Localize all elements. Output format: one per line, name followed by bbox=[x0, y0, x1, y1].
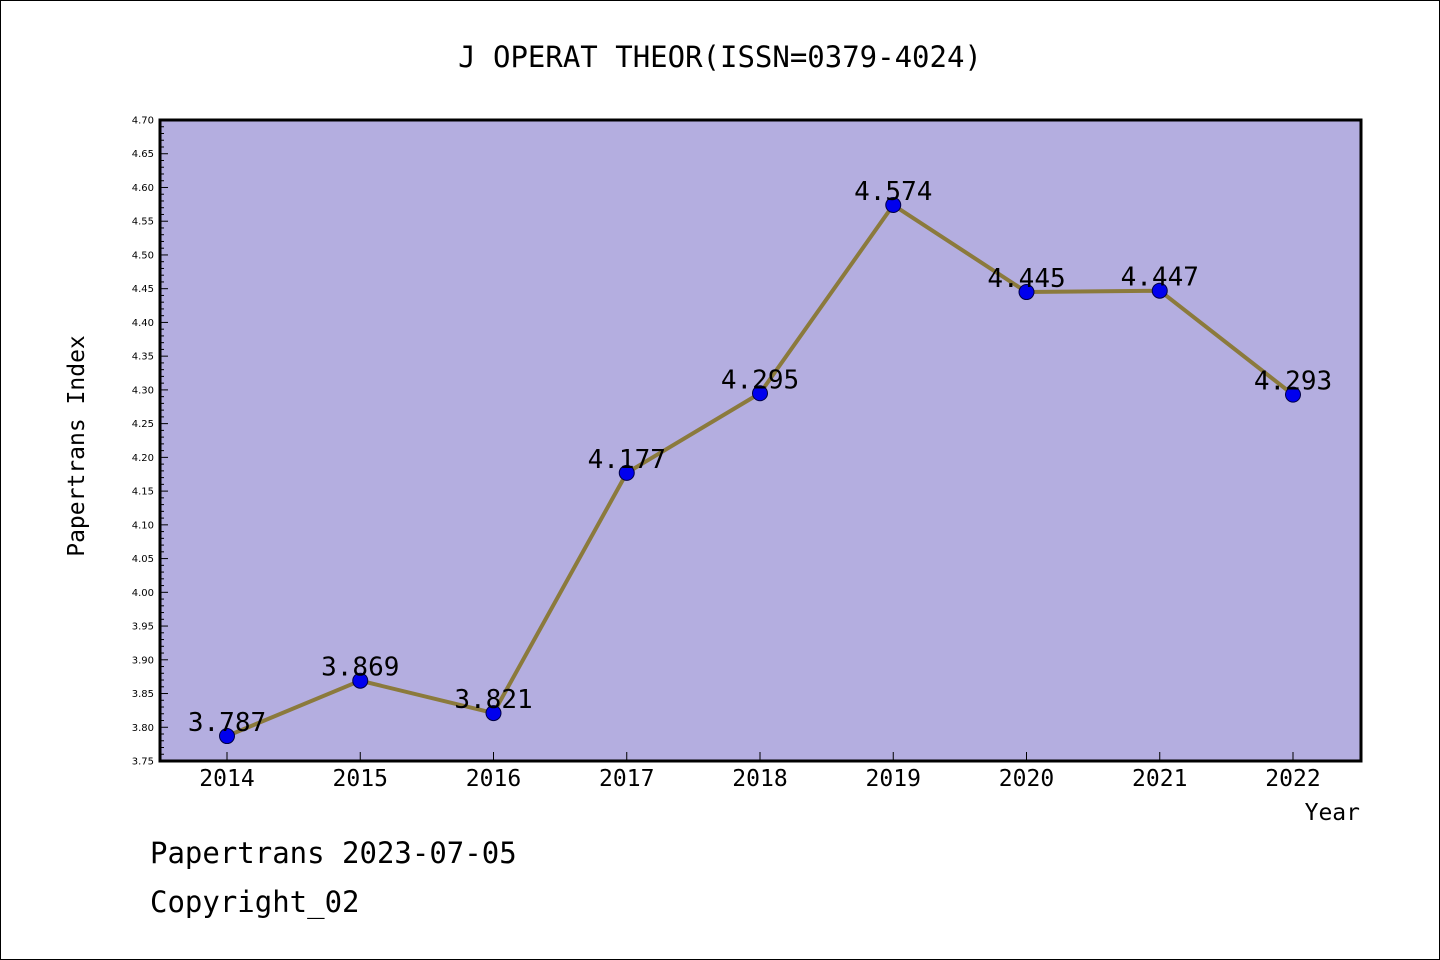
y-tick-label: 4.00 bbox=[132, 588, 154, 599]
data-label: 4.293 bbox=[1254, 367, 1332, 397]
x-axis-label: Year bbox=[1305, 800, 1360, 826]
y-tick-label: 3.85 bbox=[132, 689, 154, 700]
data-point bbox=[219, 728, 235, 745]
y-tick-label: 4.35 bbox=[132, 352, 154, 363]
data-point bbox=[352, 672, 369, 689]
data-point bbox=[1151, 282, 1168, 299]
x-tick-label: 2020 bbox=[999, 766, 1054, 792]
x-tick-label: 2017 bbox=[599, 766, 654, 792]
data-point bbox=[1285, 386, 1301, 403]
footer-date: Papertrans 2023-07-05 bbox=[150, 836, 517, 870]
data-label: 4.445 bbox=[987, 264, 1065, 294]
y-axis-label: Papertrans Index bbox=[64, 335, 90, 557]
series-line-group bbox=[219, 197, 1301, 745]
y-tick-label: 4.10 bbox=[132, 520, 154, 531]
footer-copyright: Copyright_02 bbox=[150, 885, 360, 919]
y-tick-label: 4.50 bbox=[132, 250, 154, 261]
x-tick-label: 2019 bbox=[866, 766, 921, 792]
x-tick-label: 2021 bbox=[1132, 766, 1187, 792]
data-label: 3.869 bbox=[321, 653, 399, 683]
data-label: 4.447 bbox=[1121, 263, 1199, 293]
y-tick-label: 4.45 bbox=[132, 284, 154, 295]
y-tick-label: 3.95 bbox=[132, 622, 154, 633]
chart-title: J OPERAT THEOR(ISSN=0379-4024) bbox=[458, 40, 982, 74]
y-tick-label: 4.20 bbox=[132, 453, 154, 464]
y-tick-label: 3.90 bbox=[132, 655, 154, 666]
y-tick-label: 3.80 bbox=[132, 723, 154, 734]
data-label: 4.177 bbox=[588, 445, 666, 475]
data-labels-group: 3.787 3.869 3.821 4.177 4.295 4.574 4.445 4.447… bbox=[188, 177, 1332, 738]
x-axis: 2014 2015 2016 2017 2018 2019 2020 2021 2022 bbox=[199, 752, 1321, 792]
data-label: 4.295 bbox=[721, 365, 799, 395]
data-point bbox=[485, 705, 502, 722]
x-tick-label: 2018 bbox=[732, 766, 787, 792]
plot-area bbox=[160, 120, 1361, 761]
x-tick-label: 2014 bbox=[199, 766, 254, 792]
y-tick-label: 4.25 bbox=[132, 419, 154, 430]
x-tick-label: 2016 bbox=[466, 766, 521, 792]
data-label: 4.574 bbox=[854, 177, 932, 207]
y-tick-label: 4.40 bbox=[132, 318, 154, 329]
plot-border bbox=[158, 118, 1363, 763]
data-point bbox=[752, 385, 768, 402]
data-point bbox=[885, 197, 902, 214]
x-tick-label: 2022 bbox=[1265, 766, 1320, 792]
x-tick-label: 2015 bbox=[333, 766, 388, 792]
y-tick-label: 4.55 bbox=[132, 217, 154, 228]
y-tick-label: 4.60 bbox=[132, 183, 154, 194]
data-point bbox=[618, 464, 635, 481]
data-point bbox=[1018, 284, 1035, 301]
data-label: 3.787 bbox=[188, 708, 266, 738]
y-tick-label: 3.75 bbox=[132, 757, 154, 768]
y-tick-label: 4.65 bbox=[132, 149, 154, 160]
y-tick-label: 4.30 bbox=[132, 385, 154, 396]
y-tick-label: 4.15 bbox=[132, 487, 154, 498]
y-tick-label: 4.70 bbox=[132, 116, 154, 127]
y-axis: 3.75 3.80 3.85 3.90 3.95 4.00 4.05 4.10 4.15 4.20… bbox=[132, 116, 168, 768]
data-label: 3.821 bbox=[454, 685, 532, 715]
y-tick-label: 4.05 bbox=[132, 554, 154, 565]
